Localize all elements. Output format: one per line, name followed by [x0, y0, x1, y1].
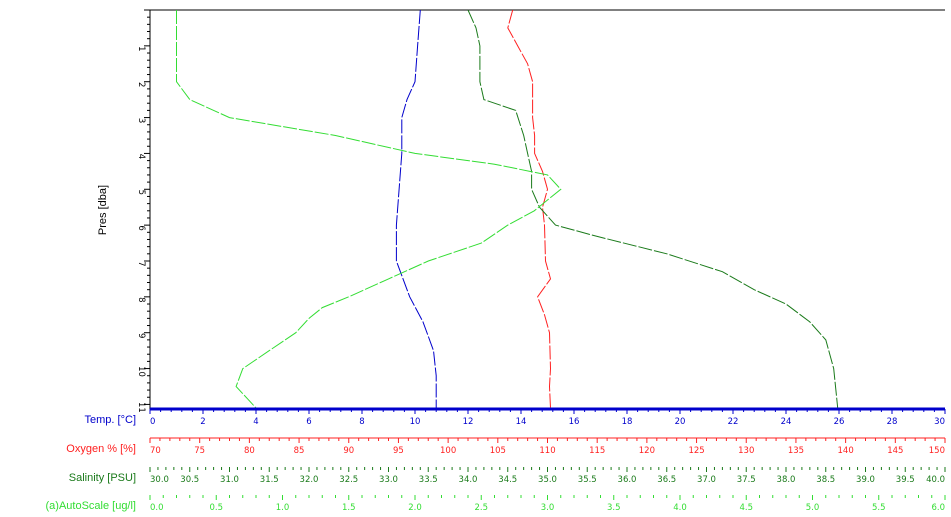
x-tick-label: 2.0 — [408, 503, 422, 513]
x-tick-label: 40.0 — [926, 475, 945, 485]
x-tick-label: 32.0 — [300, 475, 319, 485]
series-line-3 — [176, 10, 562, 409]
x-tick-label: 145 — [887, 446, 903, 456]
x-tick-label: 0 — [150, 417, 155, 427]
x-tick-label: 34.0 — [459, 475, 478, 485]
x-tick-label: 37.5 — [737, 475, 756, 485]
x-tick-label: 70 — [150, 446, 161, 456]
x-tick-label: 80 — [244, 446, 255, 456]
x-tick-label: 4.0 — [673, 503, 687, 513]
y-tick-label: 11 — [136, 402, 146, 413]
x-tick-label: 34.5 — [498, 475, 517, 485]
x-tick-label: 5.0 — [806, 503, 820, 513]
x-tick-label: 5.5 — [872, 503, 886, 513]
x-tick-label: 110 — [539, 446, 555, 456]
x-axis-1: Oxygen % [%] 70 75 80 85 90 95 100 105 110 115 120 1… — [66, 437, 946, 456]
x-tick-label: 3.0 — [541, 503, 555, 513]
x-axis-label: (a)AutoScale [ug/l] — [46, 500, 137, 512]
x-tick-label: 32.5 — [339, 475, 358, 485]
x-tick-label: 30.0 — [150, 475, 169, 485]
x-tick-label: 35.5 — [578, 475, 597, 485]
x-tick-label: 3.5 — [607, 503, 621, 513]
x-tick-label: 33.0 — [379, 475, 398, 485]
x-tick-label: 12 — [463, 417, 474, 427]
x-tick-label: 37.0 — [697, 475, 716, 485]
series-line-0 — [395, 9, 437, 408]
series-line-1 — [507, 9, 552, 409]
x-tick-label: 105 — [490, 446, 506, 456]
x-tick-label: 125 — [688, 446, 704, 456]
x-tick-label: 38.0 — [777, 475, 796, 485]
x-tick-label: 150 — [929, 446, 945, 456]
y-tick-label: 10 — [136, 366, 146, 377]
x-axes: Temp. [°C] 0 2 4 6 8 10 12 14 16 18 20 22 24 26 28 30Oxy… — [46, 407, 946, 513]
x-tick-label: 90 — [343, 446, 354, 456]
x-tick-label: 24 — [781, 417, 792, 427]
y-tick-label: 2 — [136, 82, 146, 87]
y-tick-label: 7 — [136, 261, 146, 266]
x-tick-label: 31.0 — [220, 475, 239, 485]
x-tick-label: 18 — [622, 417, 633, 427]
x-tick-label: 14 — [516, 417, 527, 427]
y-axis: 1 2 3 4 5 6 7 8 9 10 11 — [136, 9, 150, 413]
x-tick-label: 4 — [253, 417, 258, 427]
y-tick-label: 6 — [136, 225, 146, 230]
x-tick-label: 26 — [834, 417, 845, 427]
x-tick-label: 39.0 — [856, 475, 875, 485]
x-axis-2: Salinity [PSU] 30.0 30.5 31.0 31.5 32.0 32.5 33… — [69, 467, 946, 485]
x-axis-0: Temp. [°C] 0 2 4 6 8 10 12 14 16 18 20 22 24 26 28 30 — [85, 407, 946, 427]
x-tick-label: 36.0 — [618, 475, 637, 485]
x-tick-label: 2 — [200, 417, 205, 427]
x-tick-label: 8 — [359, 417, 364, 427]
x-tick-label: 35.0 — [538, 475, 557, 485]
x-tick-label: 135 — [788, 446, 804, 456]
x-tick-label: 30 — [934, 417, 945, 427]
y-axis-label: Pres [dba] — [97, 185, 109, 235]
x-tick-label: 1.5 — [342, 503, 356, 513]
y-tick-label: 3 — [136, 118, 146, 123]
x-tick-label: 0.5 — [209, 503, 223, 513]
x-tick-label: 1.0 — [276, 503, 290, 513]
x-tick-label: 6 — [306, 417, 311, 427]
x-tick-label: 115 — [589, 446, 605, 456]
x-tick-label: 120 — [639, 446, 655, 456]
x-axis-3: (a)AutoScale [ug/l] 0.0 0.5 1.0 1.5 2.0 2.5 3.0… — [46, 495, 946, 513]
y-tick-label: 1 — [136, 46, 146, 51]
x-tick-label: 130 — [738, 446, 754, 456]
y-tick-label: 4 — [136, 154, 146, 159]
x-tick-label: 4.5 — [739, 503, 753, 513]
x-axis-label: Oxygen % [%] — [66, 443, 136, 455]
x-tick-label: 10 — [410, 417, 421, 427]
x-tick-label: 28 — [887, 417, 898, 427]
x-tick-label: 30.5 — [180, 475, 199, 485]
x-tick-label: 0.0 — [150, 503, 164, 513]
x-tick-label: 85 — [294, 446, 305, 456]
x-axis-label: Temp. [°C] — [85, 414, 136, 426]
y-tick-label: 9 — [136, 333, 146, 338]
x-tick-label: 31.5 — [260, 475, 279, 485]
series-layer — [176, 9, 839, 409]
x-tick-label: 39.5 — [896, 475, 915, 485]
x-tick-label: 38.5 — [816, 475, 835, 485]
x-axis-label: Salinity [PSU] — [69, 472, 136, 484]
series-line-2 — [467, 9, 839, 409]
x-tick-label: 95 — [393, 446, 404, 456]
y-tick-label: 5 — [136, 190, 146, 195]
x-tick-label: 22 — [728, 417, 739, 427]
x-tick-label: 100 — [440, 446, 456, 456]
x-tick-label: 16 — [569, 417, 580, 427]
x-tick-label: 20 — [675, 417, 686, 427]
y-tick-label: 8 — [136, 297, 146, 302]
x-tick-label: 75 — [194, 446, 205, 456]
x-tick-label: 140 — [838, 446, 854, 456]
x-tick-label: 6.0 — [931, 503, 945, 513]
plot-frame — [149, 9, 945, 409]
x-tick-label: 2.5 — [474, 503, 488, 513]
x-tick-label: 33.5 — [419, 475, 438, 485]
x-tick-label: 36.5 — [657, 475, 676, 485]
